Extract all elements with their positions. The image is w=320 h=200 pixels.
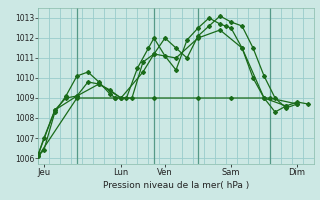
X-axis label: Pression niveau de la mer( hPa ): Pression niveau de la mer( hPa )	[103, 181, 249, 190]
